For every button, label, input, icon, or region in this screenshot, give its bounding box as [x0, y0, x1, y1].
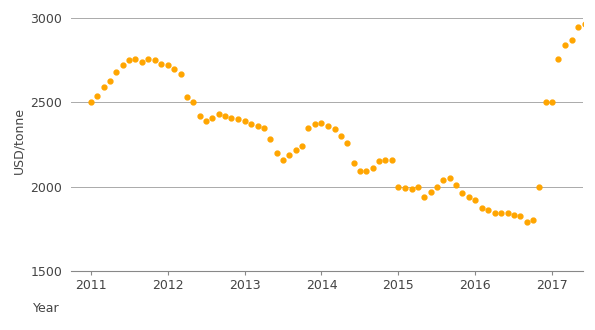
Text: Year: Year: [33, 302, 60, 315]
Y-axis label: USD/tonne: USD/tonne: [12, 107, 25, 174]
